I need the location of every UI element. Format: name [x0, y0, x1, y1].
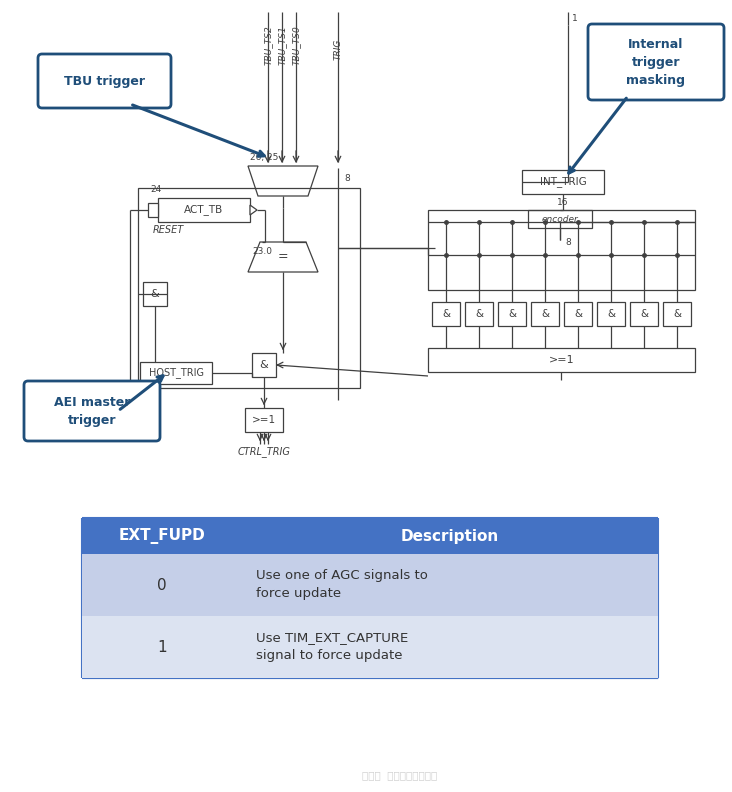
Text: 1: 1: [157, 639, 167, 654]
Text: TBU trigger: TBU trigger: [64, 74, 145, 87]
Text: Use TIM_EXT_CAPTURE
signal to force update: Use TIM_EXT_CAPTURE signal to force upda…: [256, 631, 408, 662]
Text: EXT_FUPD: EXT_FUPD: [119, 528, 206, 544]
Text: CTRL_TRIG: CTRL_TRIG: [238, 447, 291, 458]
Text: =: =: [277, 250, 288, 264]
Bar: [140, 362, 212, 384]
Text: 23.0: 23.0: [252, 247, 272, 256]
Bar: [663, 302, 691, 326]
Bar: [564, 302, 592, 326]
Text: 26, 25: 26, 25: [250, 153, 278, 162]
Text: &: &: [673, 309, 681, 319]
Text: Description: Description: [401, 528, 499, 543]
Polygon shape: [248, 242, 318, 272]
Text: AEI master
trigger: AEI master trigger: [54, 395, 130, 427]
Bar: [428, 348, 695, 372]
Text: &: &: [508, 309, 516, 319]
FancyBboxPatch shape: [24, 381, 160, 441]
Text: &: &: [607, 309, 615, 319]
Bar: [522, 170, 604, 194]
Text: Internal
trigger
masking: Internal trigger masking: [627, 37, 685, 86]
Bar: [143, 282, 167, 306]
Bar: [148, 203, 158, 217]
Bar: [432, 302, 460, 326]
Bar: [465, 302, 493, 326]
Bar: [498, 302, 526, 326]
Text: &: &: [640, 309, 648, 319]
Text: 8: 8: [565, 238, 571, 246]
Text: 24: 24: [150, 185, 162, 194]
Bar: [428, 210, 695, 290]
Text: &: &: [151, 289, 160, 299]
Text: RESET: RESET: [153, 225, 184, 235]
Text: encoder: encoder: [542, 215, 578, 223]
Bar: [245, 408, 283, 432]
Text: TBU_TS1: TBU_TS1: [277, 25, 286, 65]
Bar: [528, 210, 592, 228]
Text: 1: 1: [572, 14, 578, 23]
Bar: [630, 302, 658, 326]
Text: TRIG: TRIG: [334, 39, 343, 60]
Bar: [82, 616, 658, 678]
Bar: [158, 198, 250, 222]
FancyBboxPatch shape: [38, 54, 171, 108]
Text: &: &: [574, 309, 582, 319]
Text: &: &: [260, 360, 269, 370]
Text: &: &: [541, 309, 549, 319]
Text: ACT_TB: ACT_TB: [184, 204, 223, 215]
Bar: [138, 188, 360, 388]
Bar: [531, 302, 559, 326]
Text: 16: 16: [557, 197, 569, 207]
Text: 公众号  汽车电子学习笔记: 公众号 汽车电子学习笔记: [362, 770, 438, 780]
Text: >=1: >=1: [549, 355, 575, 365]
Bar: [252, 353, 276, 377]
Polygon shape: [248, 166, 318, 196]
Text: &: &: [475, 309, 483, 319]
Bar: [82, 518, 658, 554]
Text: &: &: [442, 309, 450, 319]
Text: Use one of AGC signals to
force update: Use one of AGC signals to force update: [256, 569, 428, 600]
FancyBboxPatch shape: [588, 24, 724, 100]
Text: INT_TRIG: INT_TRIG: [539, 177, 586, 188]
Polygon shape: [250, 205, 257, 215]
Text: 0: 0: [157, 577, 167, 592]
Text: TBU_TS2: TBU_TS2: [264, 25, 272, 65]
Text: HOST_TRIG: HOST_TRIG: [149, 367, 203, 379]
Bar: [82, 554, 658, 616]
Bar: [597, 302, 625, 326]
Text: 8: 8: [344, 173, 350, 182]
Text: TBU_TS0: TBU_TS0: [291, 25, 301, 65]
Text: >=1: >=1: [252, 415, 276, 425]
